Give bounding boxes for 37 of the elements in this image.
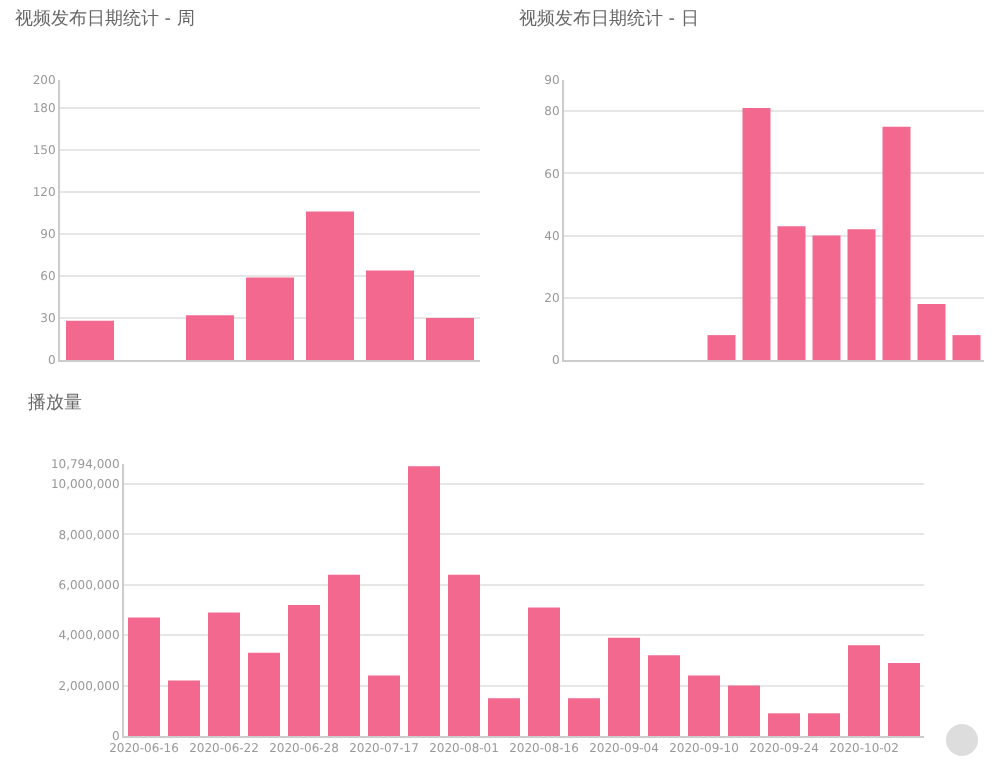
bar (917, 304, 946, 360)
bar (246, 277, 294, 360)
bar (608, 637, 640, 736)
bar (488, 698, 520, 736)
chart-title: 视频发布日期统计 - 周 (14, 8, 195, 30)
bar (648, 655, 680, 736)
bar (688, 675, 720, 736)
bar (808, 713, 840, 736)
bar (448, 574, 480, 736)
bar (128, 617, 160, 736)
bar (812, 235, 841, 360)
bar (528, 607, 560, 736)
bar (568, 698, 600, 736)
bar (408, 466, 440, 736)
bar (882, 126, 911, 360)
bar (426, 318, 474, 360)
bar (707, 335, 736, 360)
bar (366, 270, 414, 360)
bar (208, 612, 240, 736)
chart-title: 视频发布日期统计 - 日 (518, 8, 699, 30)
bar (742, 108, 771, 360)
bar (888, 662, 920, 736)
bar (168, 680, 200, 736)
bar (368, 675, 400, 736)
chart-title: 播放量 (28, 392, 83, 415)
bar (728, 685, 760, 736)
bar (777, 226, 806, 360)
bar (847, 229, 876, 360)
bar (768, 713, 800, 736)
bar (186, 315, 234, 360)
bar (248, 652, 280, 736)
bar (288, 604, 320, 736)
bar (66, 320, 114, 360)
bar (848, 645, 880, 736)
bar (306, 211, 354, 360)
bar (952, 335, 981, 360)
bar (328, 574, 360, 736)
